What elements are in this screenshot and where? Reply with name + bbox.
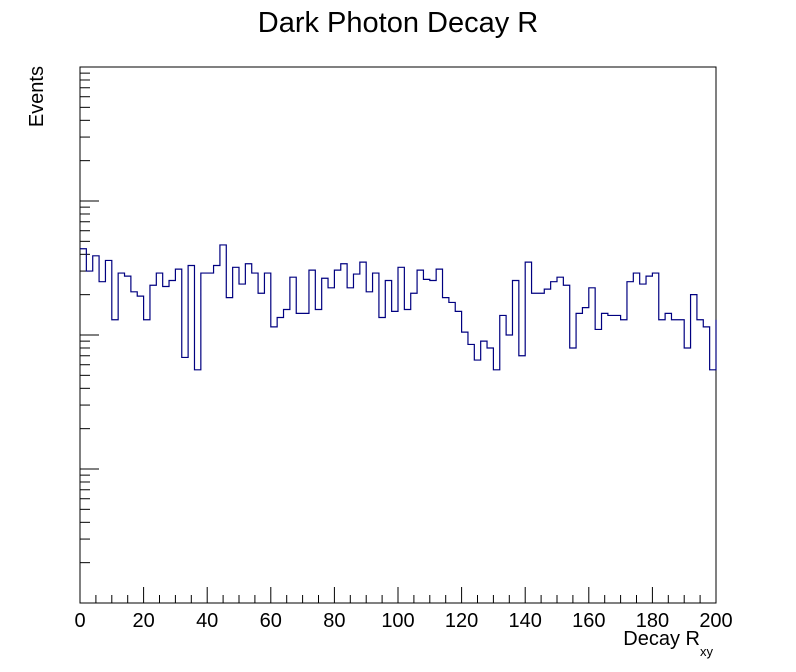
x-tick-label: 40	[196, 610, 218, 632]
x-tick-label: 200	[699, 610, 732, 632]
x-tick-label: 120	[445, 610, 478, 632]
x-axis-label-subscript: xy	[700, 644, 714, 659]
plot-frame	[79, 66, 717, 604]
x-tick-label: 0	[74, 610, 85, 632]
x-tick-label: 20	[132, 610, 154, 632]
x-tick-label: 140	[509, 610, 542, 632]
x-tick-label: 180	[636, 610, 669, 632]
chart-title: Dark Photon Decay R	[258, 7, 538, 39]
x-tick-label: 100	[381, 610, 414, 632]
histogram-series-line	[80, 244, 717, 371]
x-axis-ticks	[79, 587, 717, 603]
x-axis-tick-labels: 0 20 40 60 80 100 120 140 160 180 200	[74, 610, 732, 632]
x-axis-label: Decay R	[623, 628, 700, 650]
x-tick-label: 160	[572, 610, 605, 632]
x-tick-label: 60	[260, 610, 282, 632]
y-axis-label: Events	[26, 66, 48, 127]
y-axis-ticks	[80, 72, 99, 604]
x-tick-label: 80	[323, 610, 345, 632]
